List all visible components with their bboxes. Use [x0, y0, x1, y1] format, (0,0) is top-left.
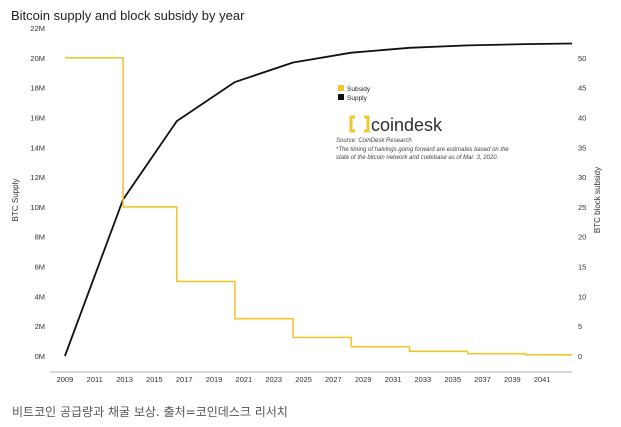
- x-tick-label: 2041: [534, 375, 551, 384]
- brand-name: coindesk: [371, 115, 443, 135]
- y-tick-label-left: 14M: [30, 143, 45, 152]
- x-tick-label: 2029: [355, 375, 372, 384]
- y-axis-right: 0 5 10 15 20 25 30 35 40 45 50: [578, 54, 586, 361]
- legend-swatch-subsidy: [338, 85, 344, 91]
- y-axis-label-left: BTC Supply: [11, 179, 20, 222]
- note-line-2: state of the bitcoin network and codebas…: [336, 155, 498, 161]
- legend-label-supply: Supply: [347, 95, 368, 102]
- x-tick-label: 2033: [415, 375, 432, 384]
- x-tick-label: 2011: [87, 375, 103, 384]
- x-tick-label: 2037: [474, 375, 491, 384]
- y-tick-label-left: 20M: [30, 54, 45, 63]
- y-tick-label-right: 25: [578, 203, 586, 212]
- y-tick-label-left: 22M: [30, 24, 45, 33]
- y-tick-label-left: 0M: [35, 352, 45, 361]
- y-tick-label-right: 45: [578, 84, 586, 93]
- y-tick-label-left: 4M: [35, 292, 45, 301]
- series-line-subsidy: [64, 57, 572, 356]
- x-tick-label: 2017: [176, 375, 193, 384]
- y-tick-label-right: 50: [578, 54, 586, 63]
- y-tick-label-left: 18M: [30, 84, 45, 93]
- y-tick-label-right: 30: [578, 173, 586, 182]
- y-tick-label-right: 15: [578, 263, 586, 272]
- image-caption: 비트코인 공급량과 채굴 보상. 출처=코인데스크 리서치: [12, 405, 288, 419]
- y-axis-left: 0M 2M 4M 6M 8M 10M 12M 14M 16M 18M 20M 22M: [30, 24, 45, 361]
- y-tick-label-left: 16M: [30, 113, 45, 122]
- y-tick-label-right: 20: [578, 233, 586, 242]
- y-tick-label-right: 35: [578, 143, 586, 152]
- legend: Subsidy Supply: [338, 85, 371, 102]
- note-line-1: *The timing of halvings going forward ar…: [336, 147, 509, 153]
- chart: 0M 2M 4M 6M 8M 10M 12M 14M 16M 18M 20M 22M 0 5 10 15 20…: [11, 24, 602, 384]
- y-tick-label-left: 10M: [30, 203, 45, 212]
- x-tick-label: 2023: [265, 375, 282, 384]
- y-tick-label-right: 0: [578, 352, 582, 361]
- y-axis-label-right: BTC block subsidy: [593, 167, 602, 233]
- y-tick-label-left: 6M: [35, 263, 45, 272]
- x-axis: 2009 2011 2013 2015 2017 2019 2021 2023 2025 2027…: [57, 375, 551, 384]
- note-text: *The timing of halvings going forward ar…: [336, 147, 510, 161]
- series-line-supply: [64, 42, 573, 357]
- y-tick-label-left: 2M: [35, 322, 45, 331]
- x-tick-label: 2013: [116, 375, 133, 384]
- coindesk-logo-icon: [349, 115, 370, 133]
- y-tick-label-left: 8M: [35, 233, 45, 242]
- y-tick-label-right: 5: [578, 322, 582, 331]
- x-tick-label: 2025: [295, 375, 312, 384]
- x-tick-label: 2021: [236, 375, 253, 384]
- source-text: Source: CoinDesk Research: [336, 138, 412, 144]
- y-tick-label-right: 40: [578, 113, 586, 122]
- x-tick-label: 2039: [504, 375, 521, 384]
- x-tick-label: 2009: [57, 375, 74, 384]
- y-tick-label-right: 10: [578, 292, 586, 301]
- x-tick-label: 2019: [206, 375, 223, 384]
- legend-swatch-supply: [338, 94, 344, 100]
- x-tick-label: 2031: [385, 375, 402, 384]
- x-tick-label: 2015: [146, 375, 163, 384]
- x-tick-label: 2027: [325, 375, 342, 384]
- legend-label-subsidy: Subsidy: [347, 86, 371, 93]
- y-tick-label-left: 12M: [30, 173, 45, 182]
- series-layer: [64, 42, 573, 357]
- chart-title: Bitcoin supply and block subsidy by year: [11, 8, 245, 23]
- x-tick-label: 2035: [444, 375, 461, 384]
